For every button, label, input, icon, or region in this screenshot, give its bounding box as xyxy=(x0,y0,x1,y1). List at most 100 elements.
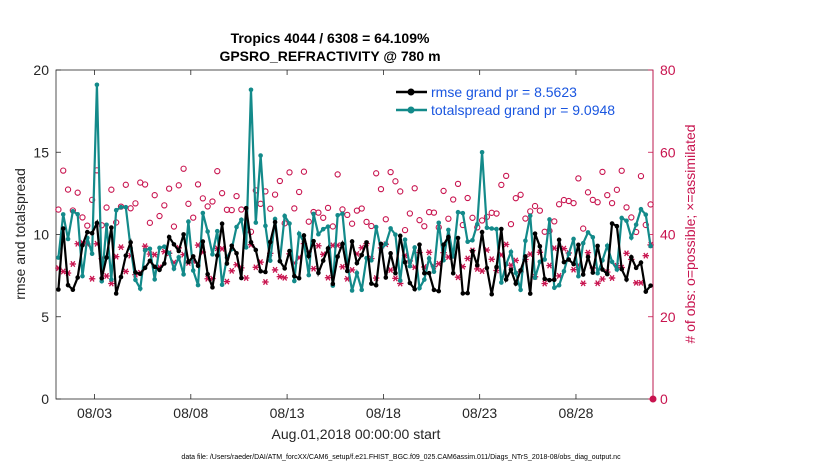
rmse-point xyxy=(537,244,543,249)
assimilated-obs-point xyxy=(502,241,510,248)
assimilated-obs-point xyxy=(223,278,231,285)
totalspread-point xyxy=(369,258,374,263)
possible-obs-point xyxy=(363,218,370,226)
rmse-point xyxy=(609,221,615,226)
rmse-point xyxy=(508,267,514,273)
rmse-point xyxy=(590,270,596,275)
rmse-point xyxy=(393,270,398,276)
rmse-point xyxy=(441,242,446,247)
possible-obs-point xyxy=(190,214,197,221)
rmse-point xyxy=(503,277,509,282)
rmse-point xyxy=(234,250,239,256)
rmse-point xyxy=(349,239,355,244)
rmse-point xyxy=(479,229,485,235)
rmse-point xyxy=(306,253,312,259)
rmse-point xyxy=(325,246,331,251)
totalspread-point xyxy=(133,277,138,283)
assimilated-obs-point xyxy=(60,268,67,275)
totalspread-point xyxy=(547,217,552,222)
possible-obs-point xyxy=(512,195,519,202)
rmse-point xyxy=(460,291,466,296)
totalspread-point xyxy=(470,237,475,243)
totalspread-point xyxy=(335,212,340,218)
totalspread-point xyxy=(113,207,119,213)
totalspread-point xyxy=(518,287,523,293)
possible-obs-point xyxy=(267,205,274,212)
possible-obs-point xyxy=(103,204,110,211)
totalspread-point xyxy=(494,226,499,232)
totalspread-point xyxy=(556,282,562,288)
totalspread-point xyxy=(186,219,191,224)
rmse-point xyxy=(239,275,244,281)
possible-obs-point xyxy=(315,209,322,216)
possible-obs-point xyxy=(127,205,134,212)
y-left-tick-label: 10 xyxy=(33,227,49,243)
possible-obs-point xyxy=(271,191,279,198)
totalspread-point xyxy=(70,208,76,214)
possible-obs-point xyxy=(401,226,409,234)
assimilated-obs-point xyxy=(546,262,553,269)
assimilated-obs-point xyxy=(262,278,269,286)
assimilated-obs-point xyxy=(599,275,606,283)
totalspread-point xyxy=(532,275,538,281)
possible-obs-point xyxy=(623,204,630,211)
possible-obs-point xyxy=(199,195,206,202)
totalspread-point xyxy=(248,87,254,93)
totalspread-point xyxy=(373,224,379,230)
possible-obs-point xyxy=(377,185,385,193)
totalspread-point xyxy=(137,286,143,291)
possible-obs-point xyxy=(108,186,115,193)
totalspread-point xyxy=(263,223,268,229)
possible-obs-point xyxy=(450,196,457,203)
totalspread-point xyxy=(258,153,263,158)
possible-obs-point xyxy=(368,222,375,230)
possible-obs-point xyxy=(551,218,558,225)
possible-obs-point xyxy=(604,191,611,199)
totalspread-point xyxy=(190,268,196,273)
rmse-point xyxy=(56,287,61,292)
assimilated-obs-point xyxy=(387,266,394,274)
totalspread-point xyxy=(465,239,470,245)
totalspread-point xyxy=(552,285,557,291)
data-file-footer: data file: /Users/raeder/DAI/ATM_forcXX/… xyxy=(181,454,621,461)
x-axis: 08/03 08/08 08/13 08/18 08/23 08/28 xyxy=(77,70,594,421)
totalspread-point xyxy=(407,263,413,269)
y-left-tick-label: 0 xyxy=(41,391,49,407)
rmse-point xyxy=(580,272,586,277)
rmse-point xyxy=(229,243,235,249)
totalspread-point xyxy=(195,282,201,288)
possible-obs-point xyxy=(637,172,645,180)
possible-obs-point xyxy=(334,171,341,178)
rmse-point xyxy=(335,254,340,259)
assimilated-obs-point xyxy=(570,266,577,273)
rmse-point xyxy=(446,234,451,240)
y-axis-right: 0 20 40 60 80 xyxy=(648,62,676,407)
possible-obs-point xyxy=(531,202,539,210)
rmse-point xyxy=(166,234,172,240)
totalspread-point xyxy=(56,255,61,260)
totalspread-point xyxy=(629,235,634,240)
assimilated-obs-point xyxy=(88,275,96,282)
rmse-point xyxy=(523,254,528,259)
rmse-point xyxy=(633,265,639,271)
totalspread-point xyxy=(123,204,129,210)
totalspread-point xyxy=(94,82,100,88)
possible-obs-point xyxy=(382,216,389,223)
y-right-tick-label: 40 xyxy=(660,227,676,243)
assimilated-obs-point xyxy=(117,244,125,251)
possible-obs-point xyxy=(421,223,428,230)
totalspread-point xyxy=(576,273,581,279)
totalspread-point xyxy=(176,255,182,260)
rmse-point xyxy=(320,258,326,263)
possible-obs-point xyxy=(536,207,544,214)
assimilated-obs-point xyxy=(122,268,130,275)
assimilated-obs-point xyxy=(348,266,356,274)
totalspread-point xyxy=(60,212,66,217)
possible-obs-point xyxy=(454,180,462,188)
rmse-point xyxy=(157,267,162,273)
possible-obs-point xyxy=(60,167,67,174)
possible-obs-point xyxy=(291,205,298,212)
assimilated-obs-point xyxy=(276,273,284,280)
totalspread-point xyxy=(171,266,177,272)
